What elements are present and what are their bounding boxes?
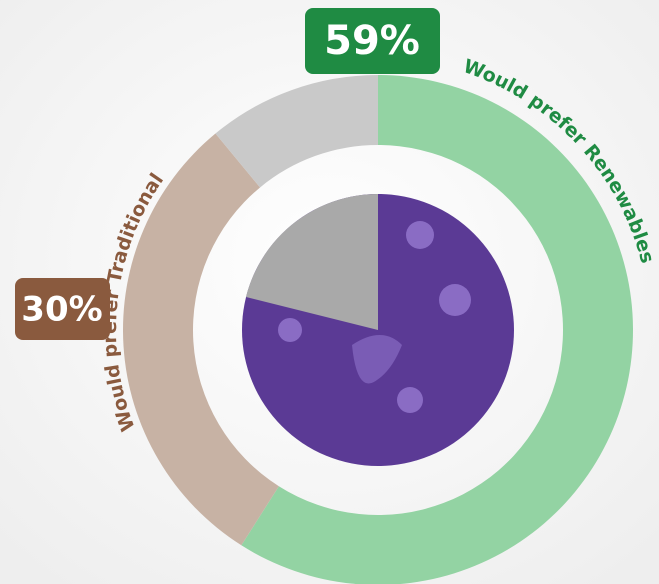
inner-pie [242, 193, 514, 466]
value-badge [305, 8, 440, 74]
value-badge [15, 278, 110, 340]
donut [122, 75, 633, 584]
decor [397, 387, 423, 413]
decor [278, 318, 302, 342]
donut-segment [122, 133, 279, 546]
decor [439, 284, 471, 316]
value-label: 59% [324, 18, 420, 64]
dollar-decor [278, 221, 471, 413]
donut-segment [241, 75, 633, 584]
value-label: 30% [21, 290, 102, 330]
inner-pie-wedge [246, 193, 378, 330]
decor [352, 335, 402, 384]
donut-segment [215, 75, 378, 188]
decor [406, 221, 434, 249]
